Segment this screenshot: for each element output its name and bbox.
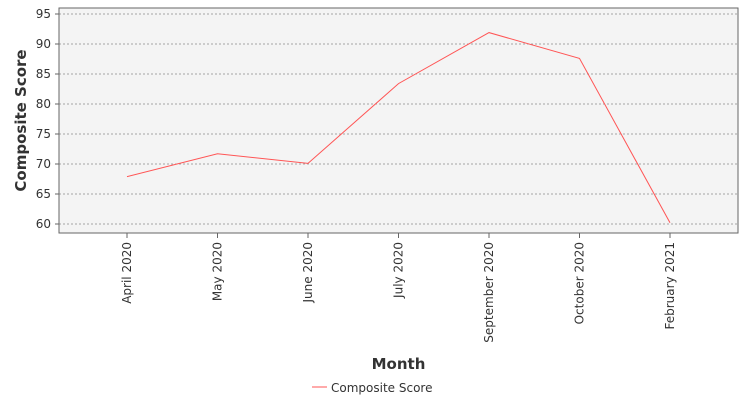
- x-tick-label: February 2021: [663, 242, 677, 330]
- x-tick-label: June 2020: [301, 242, 315, 304]
- x-tick-label: April 2020: [120, 242, 134, 304]
- grid-lines: [59, 13, 738, 225]
- x-axis-ticks: April 2020 May 2020 June 2020 July 2020 Sept…: [120, 233, 677, 343]
- legend-label: Composite Score: [331, 381, 432, 395]
- plot-border: [58, 7, 739, 234]
- x-tick-label: July 2020: [392, 242, 406, 299]
- y-axis-ticks: 60 65 70 75 80 85 90 95: [36, 7, 59, 231]
- y-tick-label: 60: [36, 217, 51, 231]
- y-tick-label: 90: [36, 37, 51, 51]
- plot-area: [59, 8, 738, 233]
- y-axis-title: Composite Score: [12, 49, 30, 191]
- y-tick-label: 95: [36, 7, 51, 21]
- y-tick-label: 80: [36, 97, 51, 111]
- y-tick-label: 70: [36, 157, 51, 171]
- x-tick-label: September 2020: [482, 242, 496, 343]
- x-tick-label: May 2020: [211, 242, 225, 301]
- series-layer: [126, 32, 671, 224]
- x-axis-title: Month: [372, 355, 426, 373]
- y-tick-label: 75: [36, 127, 51, 141]
- y-tick-label: 85: [36, 67, 51, 81]
- x-tick-label: October 2020: [573, 242, 587, 324]
- legend: Composite Score: [312, 381, 432, 395]
- y-tick-label: 65: [36, 187, 51, 201]
